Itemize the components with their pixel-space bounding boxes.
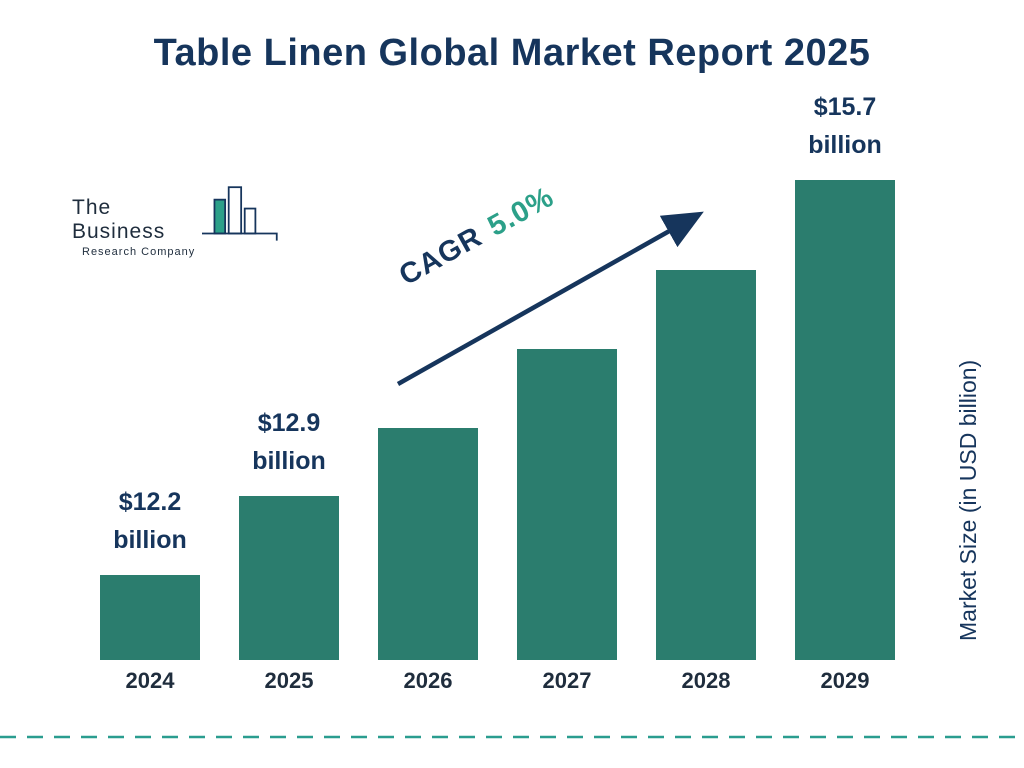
x-tick-label-2026: 2026	[403, 668, 453, 693]
bar-2028	[656, 270, 756, 660]
cagr-label: CAGR5.0%	[394, 181, 560, 293]
bar-2026	[378, 428, 478, 660]
bar-2024	[100, 575, 200, 660]
x-tick-label-2025: 2025	[264, 668, 314, 693]
x-tick-label-2028: 2028	[681, 668, 731, 693]
chart-title: Table Linen Global Market Report 2025	[153, 32, 871, 74]
value-label-2024: $12.2 billion	[113, 488, 187, 554]
bar-2027	[517, 349, 617, 660]
logo-bars-icon	[201, 186, 278, 241]
logo-text-line2: Research Company	[82, 246, 196, 258]
x-tick-label-2024: 2024	[125, 668, 175, 693]
y-axis-label: Market Size (in USD billion)	[955, 359, 981, 641]
logo-text-line1: The Business	[72, 196, 166, 243]
value-label-2025: $12.9 billion	[252, 409, 326, 475]
logo: The Business Research Company	[72, 182, 282, 258]
x-tick-label-2029: 2029	[820, 668, 870, 693]
bar-2025	[239, 496, 339, 660]
cagr-word: CAGR	[394, 220, 488, 293]
cagr-value: 5.0%	[482, 180, 560, 243]
x-tick-label-2027: 2027	[542, 668, 592, 693]
value-label-2029: $15.7 billion	[808, 93, 882, 159]
bar-2029	[795, 180, 895, 660]
